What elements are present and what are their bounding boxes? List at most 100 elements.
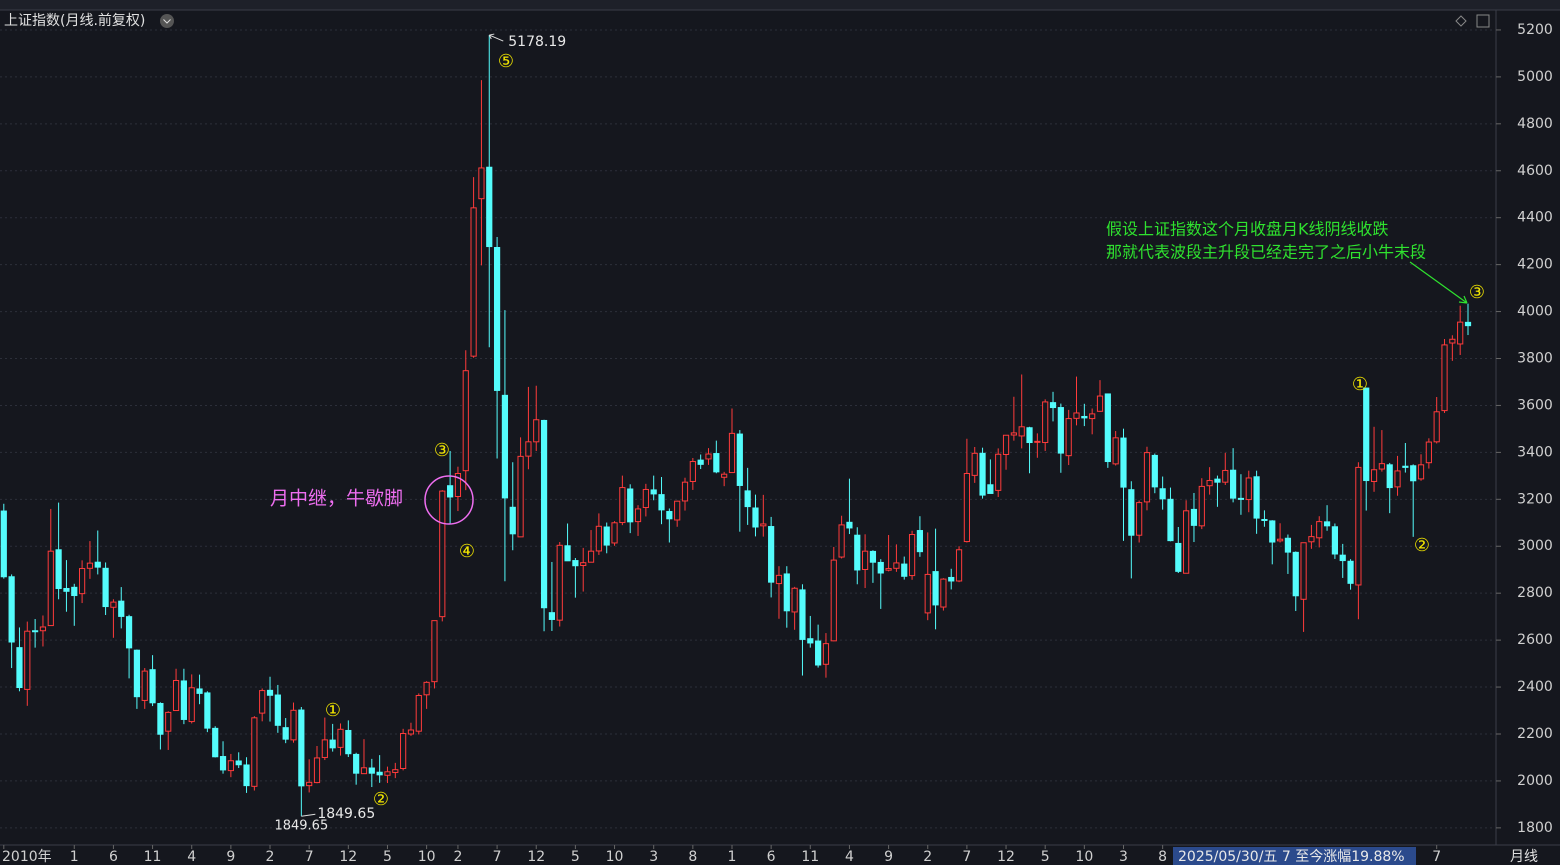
candle-body (384, 771, 391, 776)
range-note: 2025/05/30/五 7 至今涨幅19.88% (1178, 849, 1405, 865)
candle-body (799, 589, 806, 640)
candle-body (924, 573, 931, 614)
candle-body (1198, 485, 1205, 527)
candle-body (760, 523, 767, 527)
max-arrow (488, 33, 504, 42)
y-tick-label: 1800 (1517, 820, 1553, 836)
candle-body (1284, 537, 1292, 553)
candle-body (1253, 476, 1260, 519)
candle-body (8, 576, 15, 643)
candle-body (1425, 441, 1432, 464)
candle-body (235, 760, 242, 766)
candle-body (1355, 466, 1362, 586)
candle-body (39, 626, 47, 632)
candle-body (407, 729, 415, 735)
candle-body (627, 488, 634, 523)
candle-body (212, 727, 219, 758)
candle-body (580, 562, 587, 566)
x-tick-label: 6 (767, 849, 776, 865)
candle-body (94, 561, 101, 568)
candle-body (501, 394, 509, 499)
candle-body (392, 769, 399, 773)
candle-body (462, 370, 469, 472)
candle-body (705, 453, 712, 460)
x-tick-label: 4 (845, 849, 854, 865)
y-tick-label: 2200 (1517, 726, 1553, 742)
candle-body (1190, 508, 1198, 526)
candle-body (1433, 411, 1440, 443)
layout-icon[interactable] (1476, 14, 1490, 28)
candle-body (854, 534, 861, 571)
candle-body (815, 640, 822, 666)
candle-body (1261, 518, 1268, 521)
y-tick-label: 3800 (1517, 351, 1553, 367)
candle-body (611, 522, 618, 544)
y-tick-label: 4000 (1517, 304, 1553, 320)
candle-body (587, 550, 595, 563)
x-tick-label: 9 (884, 849, 893, 865)
candle-body (478, 167, 485, 200)
wave-marker: ④ (459, 541, 475, 562)
wave-marker: ⑤ (498, 51, 514, 72)
candle-body (1065, 418, 1072, 457)
wave-marker: ① (325, 700, 341, 721)
candle-body (971, 452, 978, 476)
wave-marker: ② (1414, 535, 1430, 556)
candle-body (1136, 502, 1143, 536)
y-tick-label: 2600 (1517, 632, 1553, 648)
candle-body (1308, 536, 1315, 543)
candle-body (830, 559, 837, 642)
candle-body (1245, 477, 1252, 501)
candle-body (838, 524, 845, 558)
candle-body (345, 729, 352, 755)
y-tick-label: 2000 (1517, 773, 1553, 789)
candle-body (290, 709, 297, 741)
candle-body (470, 207, 477, 357)
candle-body (1042, 401, 1049, 444)
x-tick-label: 12 (997, 849, 1015, 865)
candle-body (1300, 542, 1307, 600)
x-tick-label: 6 (109, 849, 118, 865)
x-tick-label: 7 (962, 849, 971, 865)
candle-body (1394, 470, 1401, 488)
candle-body (775, 574, 783, 585)
wave-marker: ③ (434, 440, 450, 461)
candle-body (995, 453, 1002, 491)
candle-body (1237, 497, 1245, 500)
x-tick-label: 10 (1075, 849, 1093, 865)
candle-body (353, 753, 360, 774)
candle-body (540, 419, 548, 609)
candle-body (1034, 440, 1041, 443)
y-tick-label: 4800 (1517, 116, 1553, 132)
candle-body (157, 702, 164, 735)
candle-body (1104, 393, 1111, 463)
candle-body (619, 487, 626, 524)
y-tick-label: 2800 (1517, 585, 1553, 601)
candle-body (306, 781, 313, 787)
candle-body (1417, 464, 1425, 480)
candle-body (172, 679, 180, 712)
candle-body (689, 461, 696, 482)
title-dropdown[interactable] (160, 14, 174, 28)
dropdown-arrow (163, 19, 171, 24)
candle-body (141, 670, 148, 701)
x-tick-label: 8 (1158, 849, 1167, 865)
candle-body (1347, 560, 1354, 584)
candle-body (1269, 520, 1276, 543)
candle-body (431, 620, 438, 683)
candle-body (1049, 402, 1057, 409)
y-tick-label: 3600 (1517, 397, 1553, 413)
candle-body (1331, 526, 1339, 555)
candle-body (415, 695, 422, 732)
candle-body (251, 717, 258, 787)
note-green: 假设上证指数这个月收盘月K线阴线收跌 (1106, 220, 1389, 239)
candle-body (1167, 498, 1174, 542)
candle-body (1449, 338, 1456, 344)
candle-body (1026, 427, 1033, 444)
toolbar[interactable] (0, 0, 1560, 10)
x-tick-label: 2010年 (2, 849, 52, 865)
candle-body (525, 441, 532, 457)
x-tick-label: 1 (70, 849, 79, 865)
draw-icon[interactable] (1455, 15, 1467, 27)
candle-body (204, 692, 211, 729)
